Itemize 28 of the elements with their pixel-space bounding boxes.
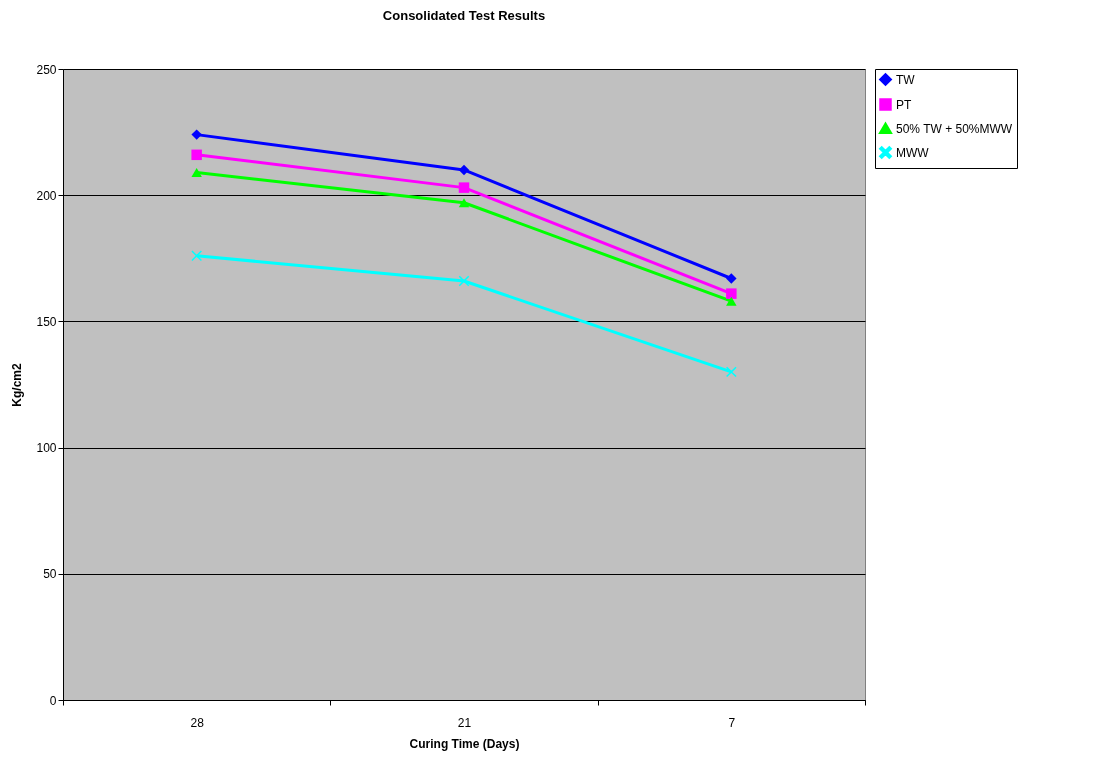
legend-label: MWW	[896, 145, 930, 160]
legend-label: PT	[896, 97, 912, 112]
point	[191, 250, 202, 262]
point	[726, 366, 737, 378]
point	[458, 275, 470, 287]
point	[726, 273, 737, 284]
point	[191, 129, 202, 140]
y-tick-label: 200	[36, 188, 57, 203]
y-tick-label: 150	[36, 314, 57, 329]
x-axis-title: Curing Time (Days)	[409, 736, 520, 751]
point	[458, 182, 470, 193]
x-tick-label: 28	[190, 715, 205, 730]
point	[726, 296, 737, 306]
legend-label: TW	[896, 72, 916, 87]
y-tick-label: 0	[49, 693, 57, 708]
x-tick-label: 7	[728, 715, 736, 730]
y-axis-title: Kg/cm2	[10, 363, 25, 407]
point	[726, 288, 737, 299]
y-tick-label: 50	[43, 567, 57, 582]
point	[191, 149, 202, 161]
y-tick-label: 250	[36, 62, 57, 77]
point	[458, 198, 470, 208]
x-tick-label: 21	[457, 715, 472, 730]
y-tick-label: 100	[36, 441, 57, 456]
chart-title: Consolidated Test Results	[382, 8, 546, 23]
point	[191, 167, 202, 178]
legend-label: 50% TW + 50%MWW	[896, 121, 1013, 136]
point	[458, 164, 470, 176]
